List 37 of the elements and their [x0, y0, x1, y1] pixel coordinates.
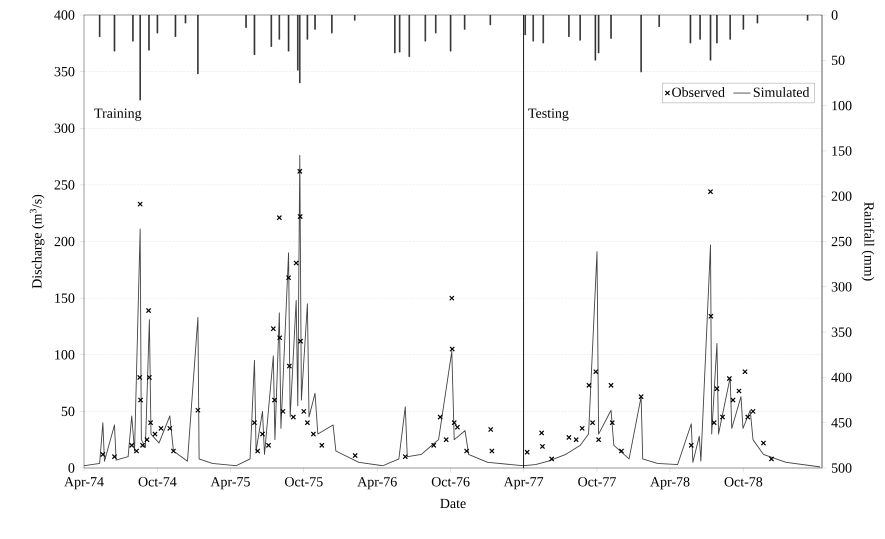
x-tick-label: Oct-78 [724, 477, 762, 487]
y2-tick-label: 450 [831, 418, 852, 428]
y2-axis-title: Rainfall (mm) [862, 202, 874, 281]
legend-label: Observed [672, 87, 725, 97]
y2-tick-label: 0 [832, 10, 838, 20]
x-tick-label: Apr-76 [357, 477, 397, 490]
y-tick-label: 400 [54, 10, 74, 20]
x-tick-label: Apr-78 [650, 477, 690, 490]
y2-tick-label: 400 [831, 372, 852, 382]
x-tick-label: Oct-77 [578, 477, 616, 486]
y2-tick-label: 350 [832, 327, 852, 337]
y-axis-title: Discharge (m$^{3}$/s) [30, 194, 44, 288]
y2-tick-label: 150 [832, 146, 852, 156]
x-tick-label: Oct-74 [138, 477, 177, 486]
y-tick-label: 300 [54, 124, 74, 133]
y-tick-label: 0 [68, 463, 74, 473]
y-tick-label: 150 [55, 293, 74, 303]
y2-tick-label: 50 [832, 56, 845, 66]
x-axis-title: Date [440, 498, 466, 508]
x-tick-label: Oct-75 [285, 477, 323, 486]
y-tick-label: 200 [54, 236, 74, 246]
x-tick-label: Oct-76 [432, 477, 470, 486]
y-tick-label: 50 [62, 406, 74, 416]
annotation: Testing [528, 108, 569, 121]
y2-tick-label: 200 [832, 191, 852, 201]
y-tick-label: 350 [54, 66, 74, 76]
y2-tick-label: 250 [832, 236, 852, 246]
legend-label: Simulated [754, 87, 810, 97]
x-tick-label: Apr-74 [64, 477, 104, 490]
x-tick-label: Apr-75 [210, 477, 250, 490]
y-tick-label: 100 [55, 350, 74, 360]
y2-tick-label: 300 [832, 282, 852, 292]
y2-tick-label: 100 [832, 100, 852, 110]
x-tick-label: Apr-77 [504, 477, 544, 490]
y2-tick-label: 500 [832, 463, 852, 473]
y-tick-label: 250 [54, 180, 74, 190]
annotation: Training [94, 108, 142, 121]
